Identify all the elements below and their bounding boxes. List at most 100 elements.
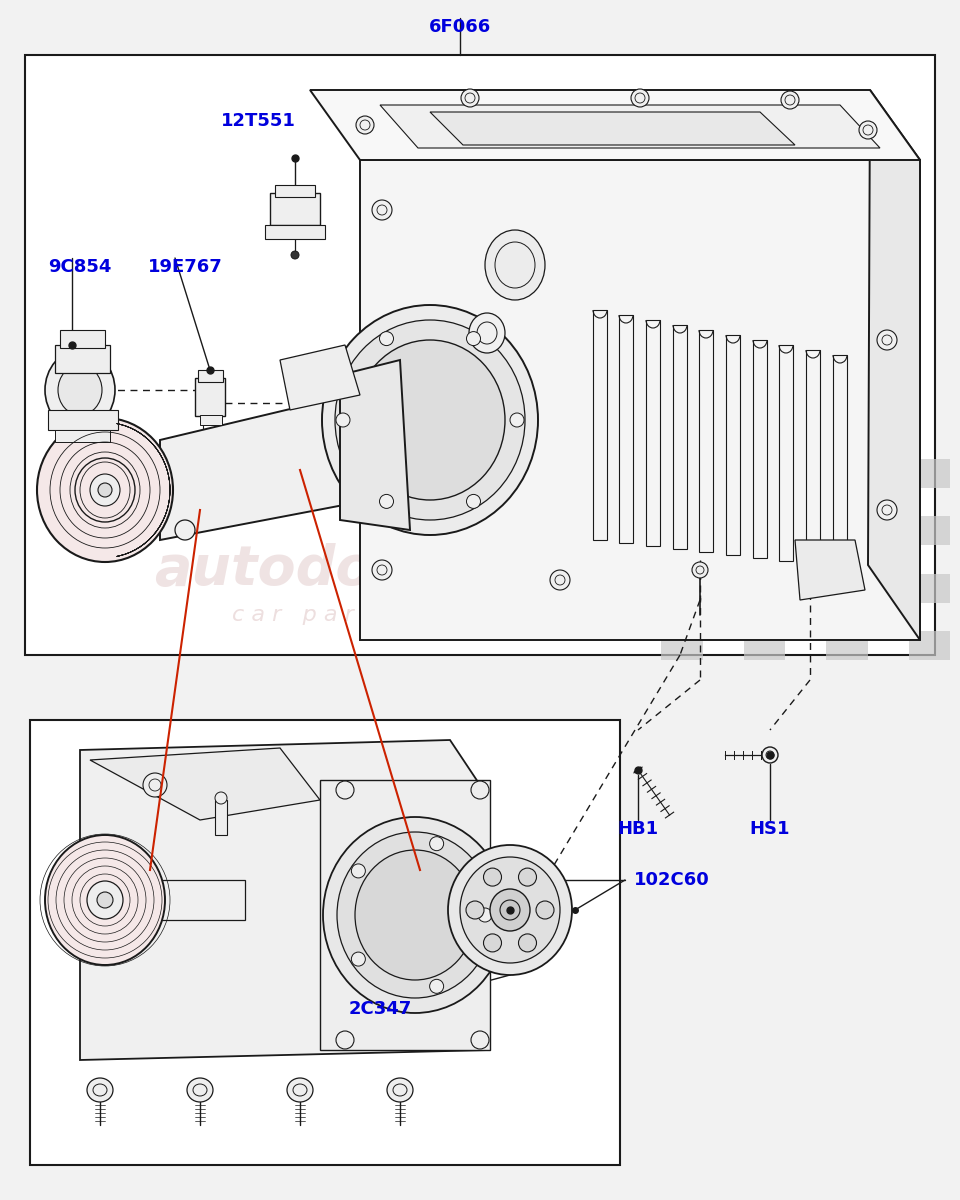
Bar xyxy=(785,487,827,516)
Polygon shape xyxy=(90,748,320,820)
Text: autodoc: autodoc xyxy=(154,542,406,596)
Ellipse shape xyxy=(460,857,560,962)
Ellipse shape xyxy=(175,520,195,540)
Ellipse shape xyxy=(143,773,167,797)
Text: 9C854: 9C854 xyxy=(48,258,111,276)
Ellipse shape xyxy=(518,934,537,952)
Ellipse shape xyxy=(467,494,481,509)
Ellipse shape xyxy=(351,952,366,966)
Ellipse shape xyxy=(877,500,897,520)
Ellipse shape xyxy=(859,121,877,139)
Ellipse shape xyxy=(536,901,554,919)
Bar xyxy=(55,346,110,373)
Bar xyxy=(744,574,785,602)
Ellipse shape xyxy=(485,230,545,300)
Bar xyxy=(703,430,744,458)
Ellipse shape xyxy=(430,979,444,994)
Ellipse shape xyxy=(87,881,123,919)
Ellipse shape xyxy=(692,562,708,578)
Bar xyxy=(215,800,227,835)
Ellipse shape xyxy=(372,560,392,580)
Ellipse shape xyxy=(336,781,354,799)
Ellipse shape xyxy=(335,320,525,520)
Bar xyxy=(619,314,633,542)
Bar xyxy=(661,516,703,545)
Bar xyxy=(265,226,325,239)
Bar xyxy=(785,602,827,631)
Ellipse shape xyxy=(45,835,165,965)
Bar xyxy=(646,320,660,546)
Bar xyxy=(48,410,118,430)
Ellipse shape xyxy=(215,792,227,804)
Ellipse shape xyxy=(323,817,507,1013)
Ellipse shape xyxy=(90,474,120,506)
Bar xyxy=(827,516,868,545)
Ellipse shape xyxy=(351,864,366,878)
Polygon shape xyxy=(380,104,880,148)
Ellipse shape xyxy=(45,350,115,430)
Ellipse shape xyxy=(471,1031,489,1049)
Bar xyxy=(779,346,793,560)
Polygon shape xyxy=(310,90,920,160)
Bar xyxy=(703,545,744,574)
Ellipse shape xyxy=(500,900,520,920)
Bar xyxy=(744,516,785,545)
Ellipse shape xyxy=(631,89,649,107)
Ellipse shape xyxy=(478,908,492,922)
Text: 102C60: 102C60 xyxy=(634,871,709,889)
Bar xyxy=(827,574,868,602)
Polygon shape xyxy=(80,740,490,1060)
Bar xyxy=(620,487,661,516)
Bar xyxy=(105,880,245,920)
Ellipse shape xyxy=(471,781,489,799)
Ellipse shape xyxy=(518,868,537,886)
Ellipse shape xyxy=(510,413,524,427)
Bar xyxy=(753,340,767,558)
Polygon shape xyxy=(280,346,360,410)
Bar xyxy=(827,458,868,487)
Bar xyxy=(620,545,661,574)
Ellipse shape xyxy=(187,1078,213,1102)
Bar xyxy=(620,602,661,631)
Ellipse shape xyxy=(469,313,505,353)
Bar xyxy=(868,545,909,574)
Ellipse shape xyxy=(379,331,394,346)
Ellipse shape xyxy=(484,934,501,952)
Text: 6F066: 6F066 xyxy=(429,18,492,36)
Bar xyxy=(200,415,222,425)
Bar xyxy=(868,487,909,516)
Ellipse shape xyxy=(355,850,475,980)
Bar xyxy=(785,430,827,458)
Ellipse shape xyxy=(37,418,173,562)
Polygon shape xyxy=(160,390,370,540)
Bar xyxy=(909,631,950,660)
Ellipse shape xyxy=(322,305,538,535)
Bar xyxy=(833,355,847,566)
Bar xyxy=(703,487,744,516)
Ellipse shape xyxy=(379,494,394,509)
Bar xyxy=(55,430,110,442)
Ellipse shape xyxy=(466,901,484,919)
Ellipse shape xyxy=(372,200,392,220)
Text: c a r   p a r t s: c a r p a r t s xyxy=(231,605,388,625)
Polygon shape xyxy=(360,160,920,640)
Bar xyxy=(699,330,713,552)
Bar xyxy=(744,458,785,487)
Text: 19E767: 19E767 xyxy=(148,258,223,276)
Bar xyxy=(868,602,909,631)
Ellipse shape xyxy=(762,746,778,763)
Bar xyxy=(275,185,315,197)
Ellipse shape xyxy=(448,845,572,974)
Bar xyxy=(198,370,223,382)
Bar xyxy=(744,631,785,660)
Text: HB1: HB1 xyxy=(617,820,659,838)
Ellipse shape xyxy=(287,1078,313,1102)
Ellipse shape xyxy=(467,331,481,346)
Bar xyxy=(25,55,935,655)
Polygon shape xyxy=(795,540,865,600)
Text: 2C347: 2C347 xyxy=(348,1000,412,1018)
Bar xyxy=(703,602,744,631)
Text: HS1: HS1 xyxy=(750,820,790,838)
Bar xyxy=(661,458,703,487)
Ellipse shape xyxy=(430,836,444,851)
